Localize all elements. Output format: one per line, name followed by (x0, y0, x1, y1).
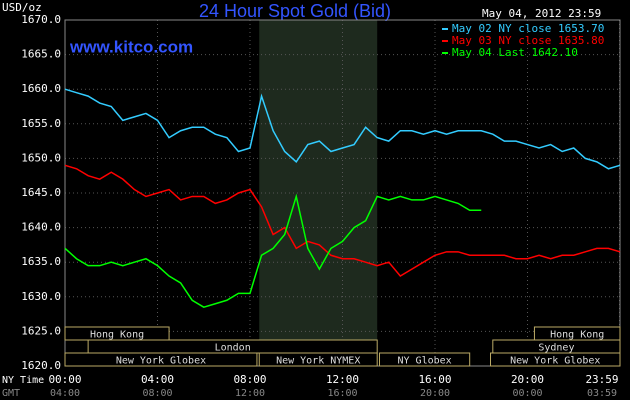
series-line (64, 164, 621, 278)
series-line (64, 88, 621, 170)
y-tick-label: 1620.0 (21, 359, 61, 372)
x2-axis-label: GMT (2, 388, 20, 399)
session-label: New York Globex (510, 356, 600, 367)
y-tick-label: 1650.0 (21, 151, 61, 164)
y-tick-label: 1665.0 (21, 48, 61, 61)
x2-tick-label: 16:00 (327, 388, 357, 399)
y-tick-label: 1655.0 (21, 117, 61, 130)
legend-label: May 04 Last 1642.10 (452, 46, 578, 59)
x-axis-label: NY Time (2, 375, 44, 386)
y-tick-label: 1670.0 (21, 13, 61, 26)
session-label: Hong Kong (550, 330, 604, 341)
session-label: London (215, 343, 251, 354)
session-bar (490, 352, 621, 367)
x2-tick-label: 04:00 (50, 388, 80, 399)
x2-tick-label: 12:00 (235, 388, 265, 399)
y-tick-label: 1630.0 (21, 290, 61, 303)
y-tick-label: 1640.0 (21, 221, 61, 234)
session-label: Hong Kong (90, 330, 144, 341)
x-tick-label: 23:59 (585, 373, 618, 386)
chart-title: 24 Hour Spot Gold (Bid) (199, 1, 391, 21)
x2-tick-label: 00:00 (512, 388, 542, 399)
session-bar (258, 352, 378, 367)
session-label: Sydney (538, 343, 574, 354)
y-tick-label: 1625.0 (21, 324, 61, 337)
session-label: New York Globex (116, 356, 206, 367)
session-label: NY Globex (398, 356, 452, 367)
legend-label: May 02 NY close 1653.70 (452, 22, 604, 35)
y-tick-label: 1635.0 (21, 255, 61, 268)
session-label: New York NYMEX (276, 356, 360, 367)
x-tick-label: 12:00 (326, 373, 359, 386)
x-tick-label: 04:00 (141, 373, 174, 386)
legend-label: May 03 NY close 1635.80 (452, 34, 604, 47)
source: www.kitco.com (69, 37, 193, 56)
series-line (64, 193, 482, 308)
x2-tick-label: 08:00 (142, 388, 172, 399)
x-tick-label: 20:00 (511, 373, 544, 386)
x-tick-label: 16:00 (418, 373, 451, 386)
y-tick-label: 1645.0 (21, 186, 61, 199)
y-tick-label: 1660.0 (21, 82, 61, 95)
session-bar (64, 352, 258, 367)
session-bar (379, 352, 471, 367)
y-axis-label: USD/oz (2, 1, 42, 14)
x-tick-label: 00:00 (48, 373, 81, 386)
x2-tick-label: 20:00 (420, 388, 450, 399)
chart-subtitle: May 04, 2012 23:59 (482, 7, 601, 20)
session-shade (259, 20, 378, 366)
x2-tick-label: 03:59 (587, 388, 617, 399)
x-tick-label: 08:00 (233, 373, 266, 386)
